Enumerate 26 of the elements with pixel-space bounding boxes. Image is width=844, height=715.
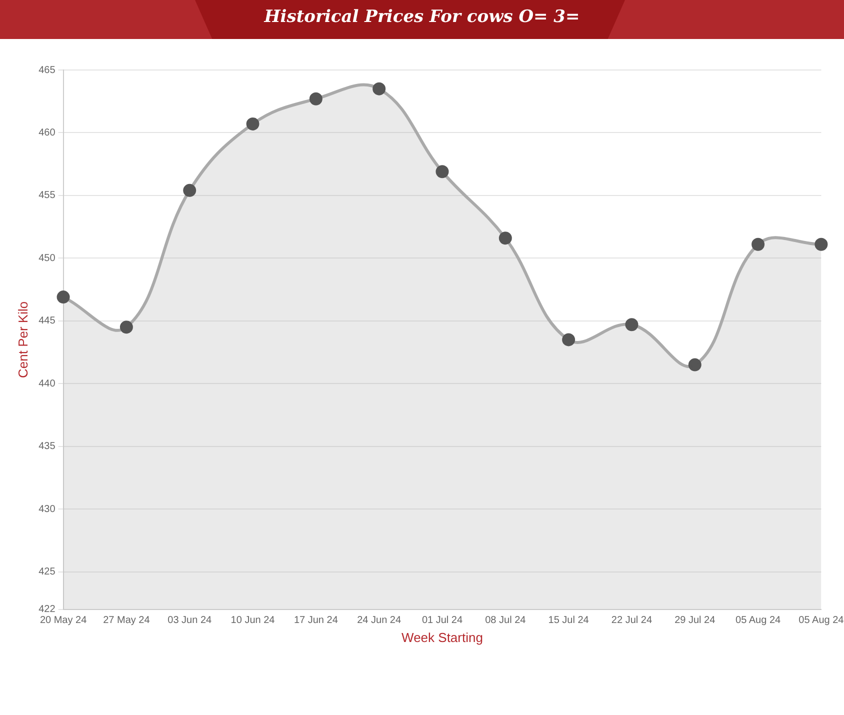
x-tick-label: 20 May 24 <box>40 615 88 626</box>
x-tick-label: 05 Aug 24 <box>798 615 844 626</box>
x-tick-label: 15 Jul 24 <box>548 615 590 626</box>
y-tick-label: 425 <box>38 566 56 578</box>
y-tick-label: 422 <box>38 604 56 616</box>
x-tick-label: 27 May 24 <box>103 615 150 626</box>
x-tick-label: 29 Jul 24 <box>674 615 716 626</box>
y-tick-label: 460 <box>38 127 56 138</box>
y-tick-label: 445 <box>38 316 56 327</box>
y-tick-label: 465 <box>38 64 56 76</box>
x-axis-title: Week Starting <box>402 630 483 645</box>
x-tick-label: 01 Jul 24 <box>422 615 463 626</box>
x-tick-label: 22 Jul 24 <box>611 615 652 626</box>
y-tick-label: 450 <box>38 252 56 264</box>
y-tick-label: 430 <box>38 504 56 515</box>
x-tick-label: 03 Jun 24 <box>168 615 212 626</box>
x-tick-label: 17 Jun 24 <box>294 615 338 626</box>
chart-title: Historical Prices For cows O= 3= <box>262 7 581 27</box>
x-tick-label: 08 Jul 24 <box>485 615 526 626</box>
y-tick-label: 455 <box>38 190 56 202</box>
x-tick-label: 24 Jun 24 <box>357 615 402 626</box>
y-tick-label: 440 <box>38 378 56 390</box>
x-tick-label: 05 Aug 24 <box>736 615 781 626</box>
y-axis-title: Cent Per Kilo <box>15 301 30 378</box>
x-tick-label: 10 Jun 24 <box>230 615 276 626</box>
y-tick-label: 435 <box>38 441 56 452</box>
